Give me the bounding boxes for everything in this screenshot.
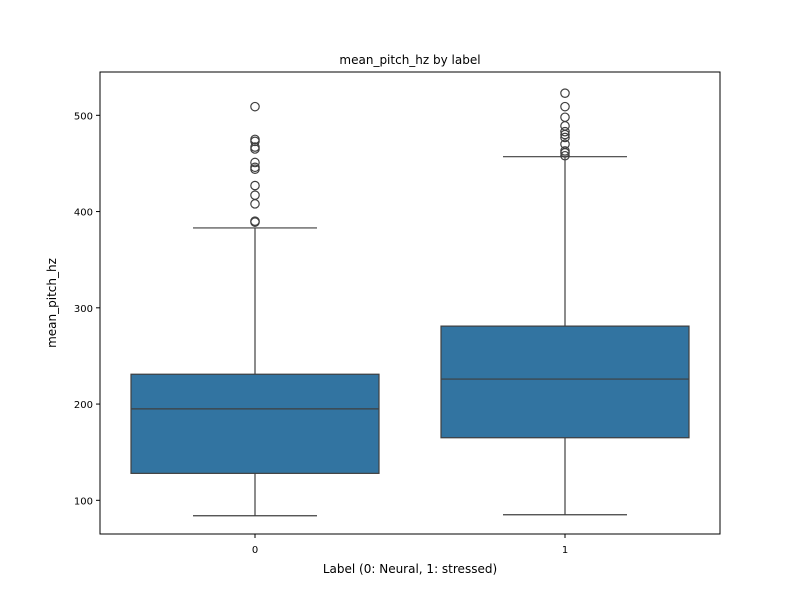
outlier-point bbox=[250, 101, 260, 112]
box-group-1 bbox=[440, 88, 690, 516]
outlier-point bbox=[560, 139, 570, 149]
x-tick-label: 0 bbox=[252, 545, 258, 556]
y-axis-label: mean_pitch_hz bbox=[45, 258, 59, 348]
outlier-point bbox=[250, 162, 260, 173]
y-axis: 100 200 300 400 500 bbox=[74, 111, 100, 507]
y-tick-label: 500 bbox=[74, 111, 93, 122]
outlier-point bbox=[560, 150, 570, 161]
iqr-box bbox=[130, 373, 380, 474]
outlier-point bbox=[560, 132, 570, 143]
plot-area bbox=[130, 88, 690, 517]
y-tick-label: 100 bbox=[74, 496, 93, 507]
y-tick-label: 400 bbox=[74, 208, 93, 219]
outlier-point bbox=[560, 101, 570, 112]
outlier-point bbox=[560, 146, 570, 156]
x-axis-label: Label (0: Neural, 1: stressed) bbox=[323, 562, 497, 576]
outlier-point bbox=[250, 142, 260, 152]
outlier-point bbox=[250, 134, 260, 145]
y-tick-label: 300 bbox=[74, 304, 93, 315]
box-group-0 bbox=[130, 101, 380, 517]
outlier-point bbox=[560, 112, 570, 123]
outlier-point bbox=[250, 190, 260, 200]
outlier-point bbox=[250, 216, 260, 226]
outlier-point bbox=[560, 88, 570, 98]
chart-title: mean_pitch_hz by label bbox=[339, 53, 480, 67]
x-tick-label: 1 bbox=[562, 545, 568, 556]
iqr-box bbox=[440, 325, 690, 439]
outlier-point bbox=[250, 180, 260, 191]
outlier-point bbox=[250, 157, 260, 168]
outlier-point bbox=[560, 126, 570, 137]
y-tick-label: 200 bbox=[74, 400, 93, 411]
axes-frame bbox=[99, 71, 721, 535]
